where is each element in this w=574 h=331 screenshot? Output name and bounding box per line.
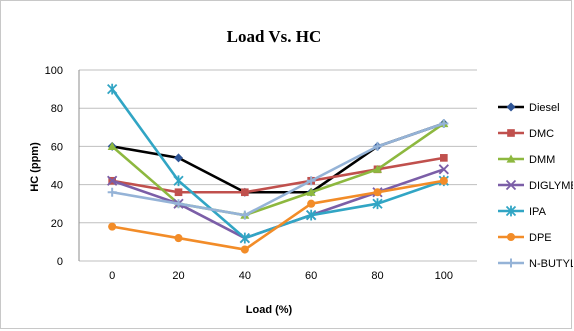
data-point-marker — [507, 129, 515, 137]
x-tick-labels: 0 20 40 60 80 100 — [109, 270, 453, 282]
y-tick-label: 60 — [51, 141, 63, 153]
series-n-butyl — [107, 118, 449, 220]
y-tick-label: 40 — [51, 180, 63, 192]
data-point-marker — [240, 210, 250, 220]
y-tick-label: 80 — [51, 103, 63, 115]
data-point-marker — [239, 232, 250, 244]
legend-label: DMM — [529, 154, 555, 166]
legend-label: IPA — [529, 206, 547, 218]
data-point-marker — [439, 176, 448, 185]
x-tick-label: 0 — [109, 270, 115, 282]
x-axis-label: Load (%) — [246, 304, 293, 316]
data-point-marker — [306, 209, 317, 221]
data-point-marker — [306, 176, 316, 186]
series-line — [111, 179, 445, 251]
chart-title: Load Vs. HC — [227, 27, 322, 46]
plot-area — [107, 83, 449, 254]
series-line — [111, 122, 445, 217]
data-point-marker — [373, 188, 382, 197]
y-tick-label: 20 — [51, 218, 63, 230]
y-tick-label: 0 — [57, 256, 63, 268]
data-point-marker — [240, 245, 249, 254]
legend-item-dpe: DPE — [498, 232, 552, 244]
data-point-marker — [307, 199, 316, 208]
legend-item-ipa: IPA — [498, 205, 547, 218]
legend-label: DPE — [529, 232, 552, 244]
series-line — [111, 88, 445, 240]
x-tick-label: 40 — [239, 270, 251, 282]
y-axis-label: HC (ppm) — [29, 142, 41, 192]
data-point-marker — [506, 154, 516, 163]
data-point-marker — [440, 154, 448, 162]
data-point-marker — [173, 175, 184, 187]
data-point-marker — [505, 179, 517, 191]
data-point-marker — [506, 258, 516, 268]
data-point-marker — [506, 232, 516, 242]
legend-item-diesel: Diesel — [498, 102, 560, 114]
data-point-marker — [174, 199, 183, 209]
legend-label: Diesel — [529, 102, 560, 114]
data-point-marker — [505, 205, 517, 217]
data-point-marker — [306, 187, 316, 196]
y-tick-label: 100 — [45, 65, 63, 77]
legend-item-dmc: DMC — [498, 128, 554, 140]
data-point-marker — [438, 164, 449, 175]
data-point-marker — [107, 83, 118, 95]
data-point-marker — [108, 222, 117, 231]
data-point-marker — [174, 188, 183, 197]
data-point-marker — [506, 102, 516, 112]
data-point-marker — [439, 118, 449, 128]
data-point-marker — [107, 187, 117, 197]
data-point-marker — [372, 198, 383, 210]
y-tick-labels: 0 20 40 60 80 100 — [45, 65, 63, 268]
data-point-marker — [373, 164, 382, 173]
legend: Diesel DMC DMM DIGLYME IPA DPE N-BUTYL — [498, 102, 573, 270]
x-tick-label: 20 — [172, 270, 184, 282]
legend-label: DMC — [529, 128, 554, 140]
data-point-marker — [174, 234, 183, 243]
data-point-marker — [107, 141, 117, 150]
series-dpe — [108, 176, 448, 254]
x-tick-label: 100 — [435, 270, 453, 282]
series-ipa — [107, 83, 449, 244]
x-tick-label: 60 — [305, 270, 317, 282]
series-line — [111, 122, 445, 217]
legend-label: N-BUTYL — [529, 258, 573, 270]
legend-item-n-butyl: N-BUTYL — [498, 258, 573, 270]
grid-lines — [78, 69, 477, 262]
series-line — [111, 156, 445, 194]
legend-label: DIGLYME — [529, 180, 573, 192]
legend-item-dmm: DMM — [498, 154, 555, 166]
legend-item-diglyme: DIGLYME — [498, 179, 573, 192]
series-dmm — [107, 118, 449, 219]
data-point-marker — [107, 175, 118, 186]
x-tick-label: 80 — [371, 270, 383, 282]
data-point-marker — [373, 141, 382, 151]
data-point-marker — [241, 188, 249, 197]
data-point-marker — [174, 153, 183, 163]
